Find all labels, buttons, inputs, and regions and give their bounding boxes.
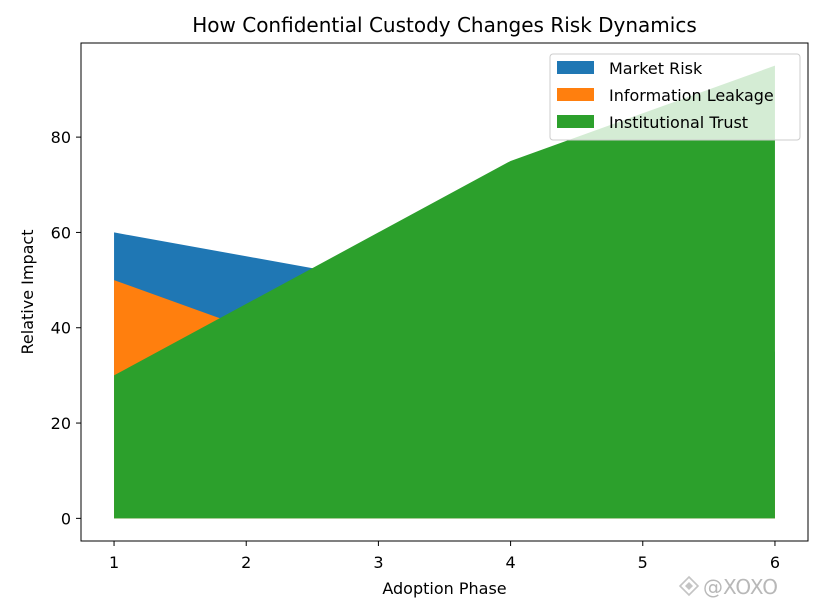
- legend-swatch-market-risk: [557, 61, 594, 74]
- area-series-group: [114, 65, 775, 519]
- chart-title: How Confidential Custody Changes Risk Dy…: [192, 13, 697, 37]
- legend-swatch-information-leakage: [557, 88, 594, 101]
- legend-label-information-leakage: Information Leakage: [609, 86, 774, 105]
- watermark-logo-icon: [678, 575, 700, 597]
- area-institutional-trust: [114, 65, 775, 519]
- y-tick-label: 80: [51, 128, 71, 147]
- legend-label-market-risk: Market Risk: [609, 59, 703, 78]
- x-tick-label: 6: [770, 553, 780, 572]
- watermark-text: @XOXO: [703, 575, 778, 599]
- y-tick-label: 0: [61, 509, 71, 528]
- y-axis-ticks: 0 20 40 60 80: [51, 128, 81, 528]
- y-axis-label: Relative Impact: [18, 230, 37, 355]
- x-tick-label: 5: [638, 553, 648, 572]
- x-tick-label: 1: [109, 553, 119, 572]
- legend-box: [549, 53, 801, 141]
- y-tick-label: 20: [51, 414, 71, 433]
- watermark: @XOXO: [678, 575, 778, 599]
- x-tick-label: 2: [241, 553, 251, 572]
- plot-frame: [80, 42, 809, 542]
- x-axis-label: Adoption Phase: [382, 579, 506, 598]
- legend-swatch-institutional-trust: [557, 115, 594, 128]
- legend: Market Risk Information Leakage Institutio…: [549, 53, 801, 141]
- x-axis-ticks: 1 2 3 4 5 6: [109, 541, 780, 572]
- x-tick-label: 4: [505, 553, 515, 572]
- x-tick-label: 3: [373, 553, 383, 572]
- legend-label-institutional-trust: Institutional Trust: [609, 113, 748, 132]
- y-tick-label: 40: [51, 319, 71, 338]
- y-tick-label: 60: [51, 223, 71, 242]
